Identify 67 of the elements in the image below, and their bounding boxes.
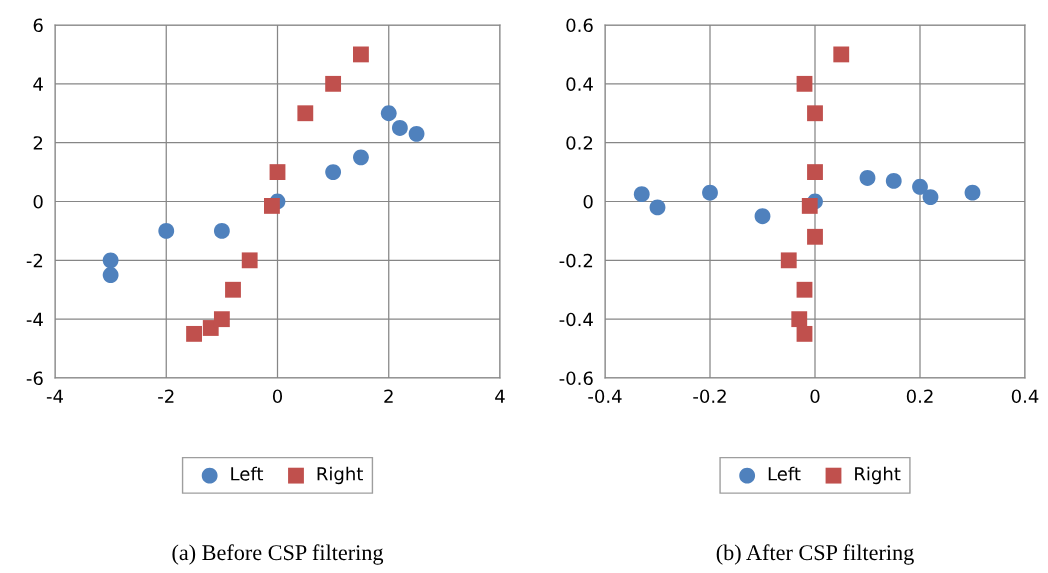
point [297,105,314,122]
point [754,208,771,225]
point [213,223,230,239]
point [780,252,797,269]
point [833,46,850,63]
x-tick-label: 0.4 [1011,389,1039,404]
legend-label: Right [855,466,901,485]
point [807,164,823,180]
point [102,267,119,283]
point [791,311,808,328]
y-tick-label: -4 [26,312,43,327]
x-tick-label: 0 [272,389,283,404]
x-tick-label: -0.4 [588,389,622,404]
point [912,178,928,195]
x-tick-label: -4 [46,389,63,403]
point [633,186,650,203]
point [922,189,939,206]
y-tick-label: 0 [33,194,43,209]
point [885,172,902,189]
x-tick-label: 0 [810,389,820,404]
point [353,46,369,63]
y-tick-label: -2 [26,253,43,268]
y-tick-label: 0 [583,194,593,209]
point [796,281,813,298]
point [186,325,202,342]
point [325,75,342,92]
x-tick-label: 2 [384,389,393,403]
x-tick-label: -2 [158,389,174,403]
y-tick-label: -0.2 [559,253,593,268]
point [964,184,981,201]
y-tick-label: 0.2 [566,136,593,150]
point [408,125,425,142]
point [269,164,286,180]
point [353,149,369,166]
x-tick-label: 0.2 [906,389,933,404]
point [391,120,408,136]
legend-label: Left [231,466,264,481]
text: (a) Before CSP filtering [172,544,384,565]
point [241,252,258,269]
y-tick-label: 0.6 [566,18,593,33]
point [796,75,813,92]
y-tick-label: -0.6 [559,371,593,386]
point [158,223,175,239]
point [807,105,823,122]
point [325,164,342,180]
point [702,184,718,201]
point [801,197,818,214]
y-tick-label: 2 [33,136,43,150]
point [807,228,823,245]
y-tick-label: 0.4 [566,77,593,91]
x-tick-label: -0.2 [693,389,726,404]
point [380,105,397,122]
x-tick-label: 4 [495,389,505,403]
point [225,281,241,298]
y-tick-label: 4 [33,77,43,91]
point [102,252,119,269]
legend-label: Left [768,466,801,481]
point [213,311,230,328]
y-tick-label: -6 [26,371,43,386]
point [264,197,280,214]
point [796,325,813,342]
point [859,170,876,186]
y-tick-label: -0.4 [559,312,593,327]
legend-label: Right [317,466,363,485]
point [649,199,666,216]
y-tick-label: 6 [33,18,43,33]
text: (b) After CSP filtering [716,544,914,565]
